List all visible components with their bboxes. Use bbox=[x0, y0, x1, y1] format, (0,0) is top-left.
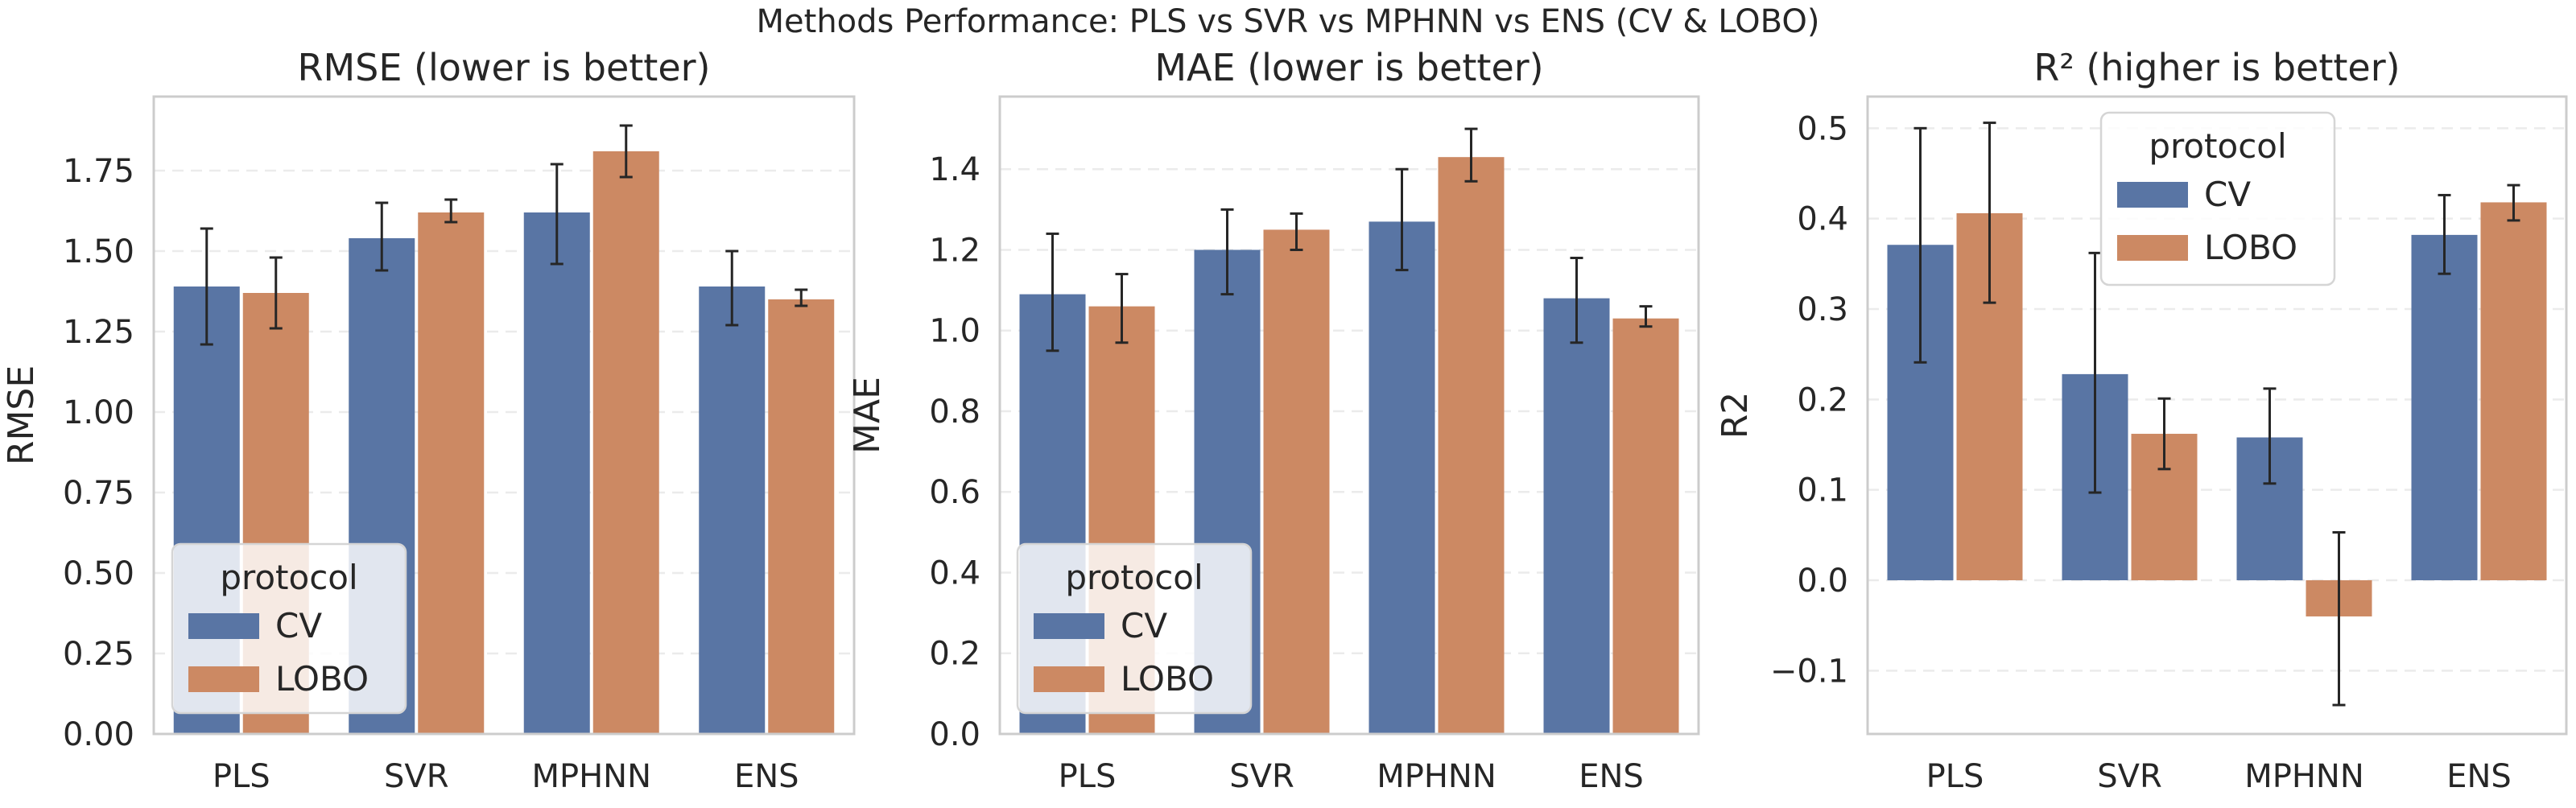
y-tick-label: 1.25 bbox=[63, 314, 134, 351]
bar-cv bbox=[699, 287, 766, 734]
x-tick-label: PLS bbox=[213, 758, 270, 795]
x-tick-label: SVR bbox=[1229, 758, 1294, 795]
y-tick-label: 1.4 bbox=[929, 151, 980, 188]
y-tick-label: −0.1 bbox=[1770, 653, 1848, 690]
y-axis-label: RMSE bbox=[1, 365, 42, 465]
bar-cv bbox=[1368, 221, 1435, 734]
y-tick-label: 0.8 bbox=[929, 394, 980, 431]
panel-title: RMSE (lower is better) bbox=[298, 46, 711, 89]
x-tick-label: MPHNN bbox=[1377, 758, 1496, 795]
y-tick-label: 1.75 bbox=[63, 153, 134, 190]
legend-swatch-cv bbox=[188, 613, 259, 639]
y-tick-label: 0.00 bbox=[63, 716, 134, 753]
legend-swatch-lobo bbox=[1034, 666, 1104, 692]
y-tick-label: 1.0 bbox=[929, 313, 980, 350]
x-tick-label: SVR bbox=[384, 758, 449, 795]
panel-title: MAE (lower is better) bbox=[1154, 46, 1543, 89]
plot-frame bbox=[1866, 95, 2568, 736]
legend-title: protocol bbox=[2149, 126, 2286, 166]
x-tick-label: ENS bbox=[1579, 758, 1644, 795]
bar-lobo bbox=[2480, 202, 2547, 581]
bar-lobo bbox=[1612, 318, 1679, 735]
y-tick-label: 0.5 bbox=[1797, 110, 1848, 147]
y-tick-label: 0.25 bbox=[63, 636, 134, 673]
bar-cv bbox=[523, 212, 590, 734]
plot-frame bbox=[152, 95, 856, 736]
x-tick-label: ENS bbox=[2446, 758, 2512, 795]
bar-cv bbox=[2411, 234, 2478, 581]
x-tick-label: SVR bbox=[2097, 758, 2162, 795]
chart-panel-1: 0.00 0.25 0.50 0.75 1.00 1.25 1.50 1.75 PLS SVR MP… bbox=[1, 46, 856, 795]
y-tick-label: 0.4 bbox=[929, 554, 980, 592]
legend-swatch-lobo bbox=[2117, 235, 2188, 261]
x-tick-label: MPHNN bbox=[2244, 758, 2364, 795]
plot-frame bbox=[998, 95, 1700, 736]
legend-label-cv: CV bbox=[1121, 606, 1167, 645]
y-tick-label: 0.4 bbox=[1797, 201, 1848, 238]
y-tick-label: 1.00 bbox=[63, 394, 134, 431]
y-tick-label: 0.0 bbox=[1797, 563, 1848, 600]
y-axis-label: MAE bbox=[847, 377, 888, 454]
y-tick-label: 0.2 bbox=[929, 636, 980, 673]
y-tick-label: 1.2 bbox=[929, 232, 980, 269]
y-tick-label: 0.3 bbox=[1797, 291, 1848, 328]
x-tick-label: ENS bbox=[734, 758, 799, 795]
legend-label-lobo: LOBO bbox=[1121, 659, 1214, 699]
y-tick-label: 0.1 bbox=[1797, 472, 1848, 509]
legend: protocol CV LOBO bbox=[171, 542, 407, 715]
bar-lobo bbox=[1438, 157, 1505, 734]
y-tick-label: 1.50 bbox=[63, 233, 134, 270]
y-tick-label: 0.0 bbox=[929, 716, 980, 753]
x-tick-label: PLS bbox=[1059, 758, 1117, 795]
chart-panel-3: −0.1 0.0 0.1 0.2 0.3 0.4 0.5 PLS SVR MPHNN ENS R² (… bbox=[1715, 46, 2568, 795]
panel-title: R² (higher is better) bbox=[2033, 46, 2400, 89]
x-tick-label: MPHNN bbox=[531, 758, 651, 795]
legend-label-lobo: LOBO bbox=[2204, 228, 2297, 267]
legend-swatch-cv bbox=[1034, 613, 1104, 639]
x-tick-label: PLS bbox=[1926, 758, 1984, 795]
bar-lobo bbox=[1263, 229, 1330, 734]
legend: protocol CV LOBO bbox=[2099, 111, 2336, 287]
legend: protocol CV LOBO bbox=[1016, 542, 1253, 715]
bar-cv bbox=[1543, 298, 1610, 734]
legend-label-cv: CV bbox=[2204, 175, 2251, 214]
y-tick-label: 0.50 bbox=[63, 555, 134, 592]
y-tick-label: 0.2 bbox=[1797, 381, 1848, 418]
chart-panel-2: 0.0 0.2 0.4 0.6 0.8 1.0 1.2 1.4 PLS SVR MPHNN ENS MA… bbox=[847, 46, 1700, 795]
y-tick-label: 0.75 bbox=[63, 475, 134, 512]
figure-title: Methods Performance: PLS vs SVR vs MPHNN… bbox=[757, 3, 1820, 40]
legend-label-lobo: LOBO bbox=[275, 659, 369, 699]
bar-lobo bbox=[418, 212, 485, 734]
y-axis-label: R2 bbox=[1715, 392, 1756, 439]
legend-title: protocol bbox=[1065, 558, 1203, 597]
bar-lobo bbox=[768, 299, 835, 734]
legend-swatch-cv bbox=[2117, 182, 2188, 208]
bar-lobo bbox=[592, 151, 659, 734]
legend-title: protocol bbox=[220, 558, 357, 597]
legend-swatch-lobo bbox=[188, 666, 259, 692]
legend-label-cv: CV bbox=[275, 606, 322, 645]
y-tick-label: 0.6 bbox=[929, 474, 980, 511]
